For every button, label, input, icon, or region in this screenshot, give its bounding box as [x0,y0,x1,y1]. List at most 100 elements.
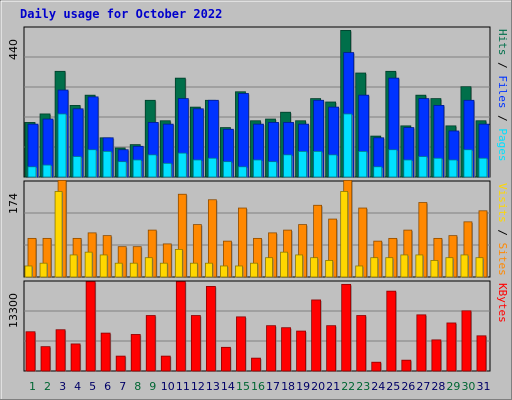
series-label-part: / [496,56,509,76]
bar-kbytes-day-16 [251,357,262,372]
bar-kbytes-day-29-fill [446,322,457,372]
x-tick-label: 5 [89,380,96,393]
bar-pages-day-9-fill [147,154,157,178]
bar-kbytes-day-15-fill [236,316,246,372]
bar-pages-day-4 [72,156,83,178]
bar-kbytes-day-3 [55,329,67,372]
series-axis-label: Hits / Files / Pages [496,29,509,162]
bar-kbytes-day-5 [85,281,97,372]
bar-kbytes-day-11-fill [175,281,186,372]
bar-visits-day-21-fill [325,260,334,278]
panel-hits-files-pages: 440 Hits / Files / Pages [7,26,509,179]
bar-pages-day-7-fill [117,161,127,178]
bar-kbytes-day-2-fill [40,346,51,372]
bar-kbytes-day-9-fill [145,315,156,372]
bar-visits-day-3-fill [54,191,63,278]
bar-pages-day-12 [192,159,203,178]
bar-visits-day-2-fill [39,262,48,278]
bar-pages-day-6-fill [102,151,112,178]
bar-visits-day-1-fill [24,265,33,278]
x-axis-ticks: 1 2 3 4 5 6 7 8 9 10 11 12 13 14 15 16 17 18 19 20 21 22 23 24 2… [29,380,490,393]
bar-pages-day-21-fill [328,154,338,178]
bar-pages-day-19 [298,151,308,178]
bar-visits-day-8-fill [129,262,138,278]
bar-pages-day-14 [223,161,233,178]
bar-kbytes-day-22 [341,283,352,372]
bar-pages-day-20 [313,151,323,178]
x-tick-label: 19 [296,380,310,393]
bar-kbytes-day-22-fill [341,283,352,372]
bar-pages-day-18-fill [283,154,292,178]
bar-visits-day-25-fill [385,257,394,278]
bar-kbytes-day-11 [175,281,187,372]
bar-pages-day-31 [478,157,488,178]
bar-visits-day-31-fill [475,257,484,278]
x-tick-label: 30 [461,380,475,393]
bar-kbytes-day-1-fill [25,331,36,372]
bar-pages-day-22-fill [343,113,353,178]
x-tick-label: 4 [74,380,81,393]
bar-pages-day-3-fill [57,113,67,178]
bar-pages-day-7 [117,161,128,178]
series-label-part: Hits [496,29,509,56]
bar-pages-day-4-fill [72,156,82,178]
bar-kbytes-day-13 [205,286,217,372]
series-label-part: Pages [496,128,509,161]
x-tick-label: 11 [176,380,190,393]
x-tick-label: 29 [446,380,460,393]
bar-kbytes-day-17-fill [266,325,276,372]
bar-pages-day-24 [373,166,383,178]
bar-pages-day-30-fill [463,149,473,178]
bar-kbytes-day-14 [221,346,232,372]
x-tick-label: 1 [29,380,36,393]
bar-pages-day-23 [358,151,368,178]
bar-kbytes-day-25 [386,290,397,372]
bars-kbytes [25,281,487,372]
bar-visits-day-4-fill [69,254,78,278]
bar-visits-day-9-fill [144,257,153,278]
x-tick-label: 31 [476,380,490,393]
bar-kbytes-day-12 [190,315,202,372]
x-tick-label: 23 [356,380,370,393]
x-tick-label: 3 [59,380,66,393]
bar-pages-day-3 [57,113,68,178]
panel-visits-sites: 174 Visits / Sites [7,180,509,278]
bar-kbytes-day-5-fill [85,281,96,372]
x-tick-label: 9 [149,380,156,393]
bar-kbytes-day-8 [130,334,142,372]
x-tick-label: 25 [386,380,400,393]
bar-pages-day-11-fill [177,152,187,178]
bar-pages-day-20-fill [313,151,323,178]
bar-kbytes-day-16-fill [251,357,261,372]
bar-visits-day-26-fill [400,254,409,278]
bar-pages-day-17-fill [268,161,277,178]
bar-pages-day-8 [132,159,143,178]
bar-pages-day-13 [207,157,218,178]
bar-kbytes-day-6 [100,332,112,372]
y-max-label: 440 [7,39,20,60]
bar-kbytes-day-27 [416,314,427,372]
bar-pages-day-28-fill [433,157,443,178]
bar-kbytes-day-25-fill [386,290,397,372]
x-tick-label: 22 [341,380,355,393]
bar-visits-day-18-fill [280,251,288,278]
bar-visits-day-27-fill [415,254,424,278]
x-tick-label: 24 [371,380,385,393]
series-label-part: Files [496,75,509,108]
x-tick-label: 26 [401,380,415,393]
x-tick-label: 8 [134,380,141,393]
bar-kbytes-day-7 [115,355,127,372]
bar-kbytes-day-23 [356,315,367,372]
x-tick-label: 28 [431,380,445,393]
bar-kbytes-day-20 [311,299,322,372]
bar-visits-day-20-fill [310,257,319,278]
bar-pages-day-14-fill [223,161,232,178]
bar-pages-day-16-fill [253,159,262,178]
bar-pages-day-2-fill [42,164,52,178]
x-tick-label: 21 [326,380,340,393]
bar-kbytes-day-18-fill [281,327,291,372]
bar-pages-day-27-fill [418,156,428,178]
bar-kbytes-day-14-fill [221,346,231,372]
bar-pages-day-6 [102,151,113,178]
bar-kbytes-day-28 [431,339,442,372]
